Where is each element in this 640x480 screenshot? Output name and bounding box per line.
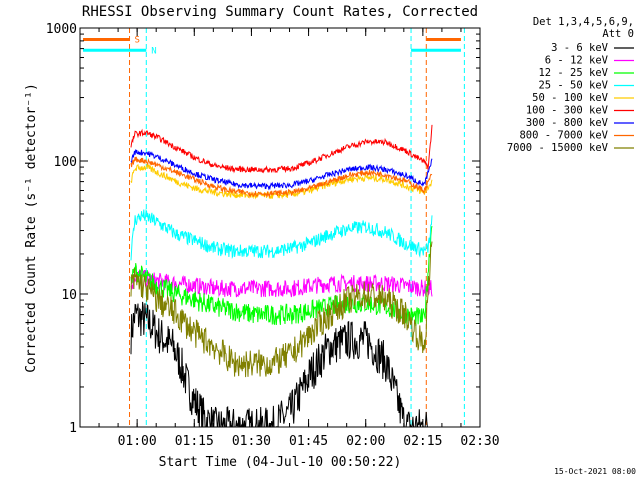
plot-frame — [79, 27, 481, 428]
plot-area: SN — [83, 28, 465, 428]
y-axis-label: Corrected Count Rate (s⁻¹ detector⁻¹) — [24, 83, 39, 373]
x-axis: 01:00 01:15 01:30 01:45 02:00 02:15 02:30 — [79, 28, 500, 449]
legend-label: 50 - 100 keV — [532, 92, 609, 104]
legend-label: 300 - 800 keV — [526, 117, 609, 129]
legend-header-line: Att 0 — [602, 28, 634, 40]
legend-label: 25 - 50 keV — [538, 80, 608, 92]
series-line-6-12-kev — [130, 269, 433, 298]
legend-label: 100 - 300 keV — [526, 105, 609, 117]
legend-label: 12 - 25 keV — [538, 67, 608, 79]
x-tick-label: 01:30 — [232, 434, 271, 449]
series-line-25-50-kev — [130, 208, 433, 261]
series-line-50-100-kev — [130, 162, 433, 200]
y-tick-label: 1000 — [46, 22, 77, 37]
legend-label: 6 - 12 keV — [545, 55, 609, 67]
y-tick-label: 1 — [69, 421, 77, 436]
series-line-800-7000-kev — [130, 156, 433, 199]
series-line-300-800-kev — [130, 149, 433, 191]
flag-label-N: N — [151, 46, 156, 56]
x-tick-label: 01:00 — [118, 434, 157, 449]
chart-title: RHESSI Observing Summary Count Rates, Co… — [82, 4, 478, 20]
y-tick-label: 10 — [61, 288, 77, 303]
legend-label: 3 - 6 keV — [551, 42, 609, 54]
series-line-3-6-kev — [130, 301, 432, 428]
series-line-100-300-kev — [130, 124, 433, 174]
y-axis: 1 10 100 1000 — [46, 22, 481, 436]
x-tick-label: 01:15 — [175, 434, 214, 449]
x-axis-label: Start Time (04-Jul-10 00:50:22) — [159, 455, 402, 470]
y-tick-label: 100 — [54, 155, 77, 170]
x-tick-label: 02:00 — [346, 434, 385, 449]
legend-header-line: Det 1,3,4,5,6,9, — [533, 16, 634, 28]
x-tick-label: 02:15 — [403, 434, 442, 449]
series-line-7000-15000-kev — [130, 241, 433, 378]
x-tick-label: 01:45 — [289, 434, 328, 449]
x-tick-label: 02:30 — [460, 434, 499, 449]
footer-timestamp: 15-Oct-2021 08:00 — [554, 467, 636, 476]
legend-label: 7000 - 15000 keV — [507, 142, 609, 154]
flag-label-S: S — [135, 35, 140, 45]
legend-label: 800 - 7000 keV — [519, 130, 608, 142]
